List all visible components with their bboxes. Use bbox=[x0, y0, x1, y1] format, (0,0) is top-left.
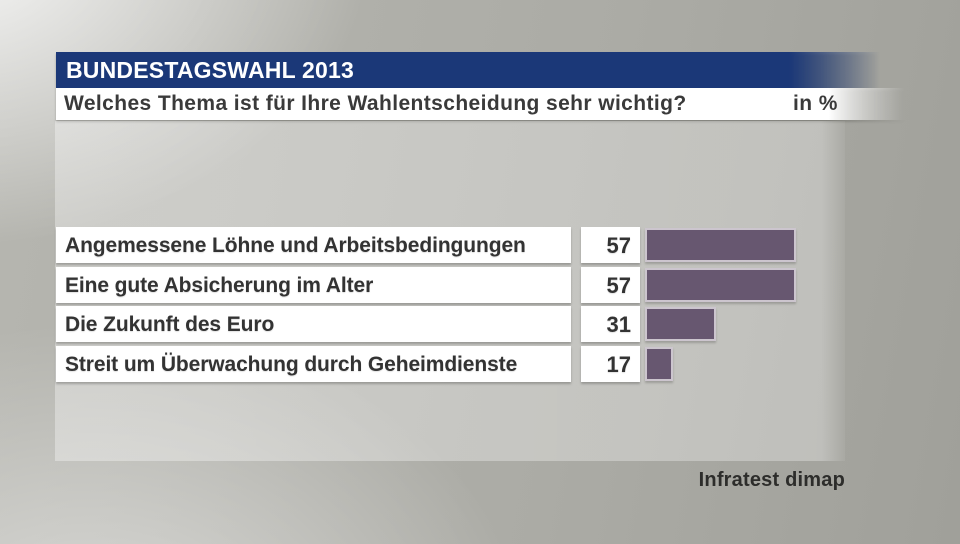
row-bar bbox=[645, 346, 673, 381]
row-value: 57 bbox=[581, 266, 640, 303]
subtitle-bar: Welches Thema ist für Ihre Wahlentscheid… bbox=[56, 88, 905, 120]
title-bar: BUNDESTAGSWAHL 2013 bbox=[56, 52, 880, 88]
row-value: 17 bbox=[581, 345, 640, 382]
row-label: Eine gute Absicherung im Alter bbox=[56, 266, 571, 303]
chart-row: Angemessene Löhne und Arbeitsbedingungen… bbox=[56, 227, 916, 263]
chart-row: Die Zukunft des Euro 31 bbox=[56, 306, 916, 342]
row-value: 57 bbox=[581, 227, 640, 263]
row-bar bbox=[645, 307, 716, 341]
row-label: Die Zukunft des Euro bbox=[56, 306, 571, 342]
row-bar bbox=[645, 228, 796, 262]
bar-chart: Angemessene Löhne und Arbeitsbedingungen… bbox=[56, 227, 916, 385]
row-bar bbox=[645, 267, 796, 302]
source-credit: Infratest dimap bbox=[698, 469, 845, 491]
page-title: BUNDESTAGSWAHL 2013 bbox=[66, 57, 354, 83]
chart-question: Welches Thema ist für Ihre Wahlentscheid… bbox=[64, 92, 687, 115]
chart-row: Eine gute Absicherung im Alter 57 bbox=[56, 266, 916, 303]
row-label: Angemessene Löhne und Arbeitsbedingungen bbox=[56, 227, 571, 263]
row-label: Streit um Überwachung durch Geheimdienst… bbox=[56, 345, 571, 382]
chart-row: Streit um Überwachung durch Geheimdienst… bbox=[56, 345, 916, 382]
unit-label: in % bbox=[793, 92, 838, 115]
row-value: 31 bbox=[581, 306, 640, 342]
